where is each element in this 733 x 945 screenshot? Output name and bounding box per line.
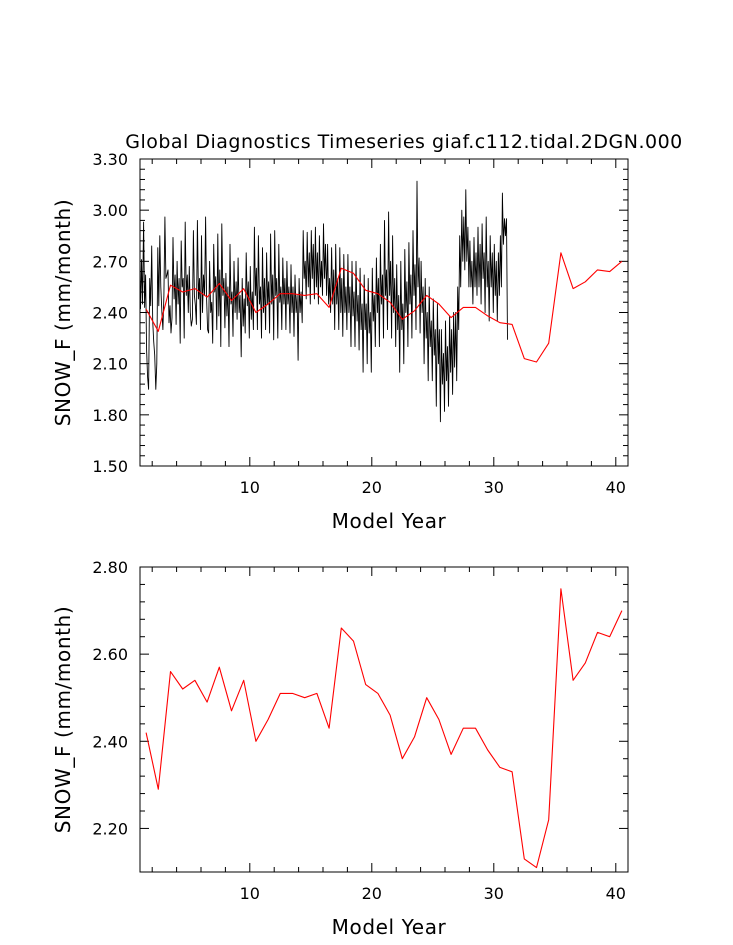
y-axis-label-top: SNOW_F (mm/month) xyxy=(51,199,75,426)
y-tick-label: 2.20 xyxy=(92,819,128,838)
annual-mean-series-line xyxy=(145,588,623,869)
x-tick-label: 40 xyxy=(606,884,626,903)
ticks-bottom: 10 20 30 40 2.20 2.40 2.60 2.80 xyxy=(92,558,628,903)
x-tick-label: 20 xyxy=(362,884,382,903)
timeseries-chart-top: Global Diagnostics Timeseries giaf.c112.… xyxy=(51,131,683,533)
x-tick-label: 30 xyxy=(484,478,504,497)
y-tick-label: 3.30 xyxy=(92,150,128,169)
x-tick-label: 30 xyxy=(484,884,504,903)
y-tick-label: 2.80 xyxy=(92,558,128,577)
y-tick-label: 1.80 xyxy=(92,406,128,425)
series-bottom xyxy=(145,588,623,869)
y-tick-label: 2.40 xyxy=(92,732,128,751)
x-axis-label-top: Model Year xyxy=(332,509,447,533)
plot-frame-bottom xyxy=(139,566,629,873)
monthly-series-line xyxy=(140,180,508,423)
ticks-top: 10 20 30 40 1.50 1.80 2.10 2.40 2.70 3.00 3.30 xyxy=(92,150,628,497)
x-axis-label-bottom: Model Year xyxy=(332,915,447,939)
y-tick-label: 3.00 xyxy=(92,201,128,220)
x-tick-label: 20 xyxy=(362,478,382,497)
series-top xyxy=(140,180,623,423)
annual-mean-series-line xyxy=(145,252,623,363)
y-tick-label: 2.10 xyxy=(92,355,128,374)
x-tick-label: 10 xyxy=(240,478,260,497)
chart-title: Global Diagnostics Timeseries giaf.c112.… xyxy=(125,131,683,153)
y-tick-label: 1.50 xyxy=(92,457,128,476)
annual-mean-chart-bottom: Model Year SNOW_F (mm/month) 10 20 30 40 2.2… xyxy=(51,558,629,939)
x-tick-label: 40 xyxy=(606,478,626,497)
y-axis-label-bottom: SNOW_F (mm/month) xyxy=(51,606,75,833)
y-tick-label: 2.70 xyxy=(92,252,128,271)
y-tick-label: 2.60 xyxy=(92,645,128,664)
x-tick-label: 10 xyxy=(240,884,260,903)
y-tick-label: 2.40 xyxy=(92,304,128,323)
